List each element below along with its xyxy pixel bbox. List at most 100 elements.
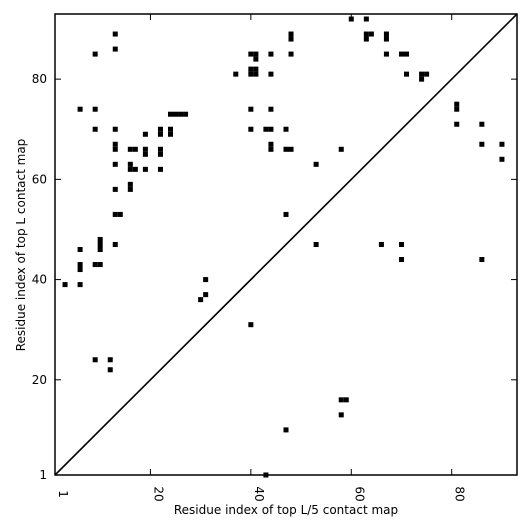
contact-point (283, 427, 289, 433)
contact-point (283, 126, 289, 132)
contact-point (142, 131, 148, 137)
contact-point (288, 51, 294, 57)
contact-point (127, 146, 133, 152)
contact-point (398, 241, 405, 248)
x-tick-label: 40 (252, 486, 266, 501)
contact-point (112, 31, 118, 37)
contact-point (288, 146, 294, 152)
contact-point (157, 166, 163, 172)
contact-point (253, 51, 259, 57)
contact-point (107, 367, 113, 373)
contact-point (313, 241, 319, 248)
contact-point (268, 71, 274, 77)
plot-frame (54, 13, 518, 476)
contact-point (248, 322, 254, 328)
contact-point (142, 166, 148, 172)
y-tick-label: 80 (32, 72, 47, 86)
y-tick-label: 40 (32, 273, 47, 287)
contact-point (499, 156, 505, 162)
contact-point (107, 357, 113, 363)
contact-point (248, 71, 254, 77)
contact-point (398, 257, 405, 263)
contact-point (77, 267, 83, 273)
contact-point (178, 111, 184, 117)
contact-point (167, 111, 174, 117)
contact-point (92, 357, 98, 363)
contact-point (454, 101, 460, 107)
contact-point (97, 241, 103, 248)
contact-point (132, 166, 138, 172)
contact-point (454, 121, 460, 127)
contact-point (288, 36, 294, 42)
contact-point (77, 282, 83, 288)
contact-point (383, 31, 389, 37)
contact-point (368, 31, 374, 37)
contact-point (157, 131, 163, 137)
contact-point (404, 71, 410, 77)
contact-point (248, 51, 254, 57)
contact-point (77, 262, 83, 268)
contact-point (112, 161, 118, 167)
contact-point (248, 66, 254, 72)
contact-point (77, 247, 83, 253)
contact-point (363, 36, 369, 42)
contact-point (132, 146, 138, 152)
contact-point (363, 16, 369, 22)
contact-point (253, 56, 259, 62)
contact-point (253, 66, 259, 72)
contact-point (112, 46, 118, 52)
contact-point (248, 106, 254, 112)
contact-point (383, 36, 389, 42)
contact-point (479, 257, 485, 263)
x-tick-label: 80 (453, 486, 467, 501)
x-axis-label: Residue index of top L/5 contact map (174, 503, 398, 517)
contact-point (167, 126, 174, 132)
contact-point (283, 146, 289, 152)
contact-point (419, 71, 425, 77)
contact-point (112, 241, 118, 248)
contact-point (338, 397, 344, 403)
contact-point (157, 151, 163, 157)
contact-point (263, 126, 269, 132)
contact-point (268, 141, 274, 147)
contact-point (363, 31, 369, 37)
contact-points (62, 16, 505, 478)
contact-point (173, 111, 179, 117)
contact-point (248, 126, 254, 132)
contact-point (167, 131, 174, 137)
contact-point (378, 241, 384, 248)
contact-point (127, 161, 133, 167)
contact-point (92, 126, 98, 132)
contact-point (419, 76, 425, 82)
contact-point (398, 51, 405, 57)
contact-point (92, 51, 98, 57)
contact-point (404, 51, 410, 57)
y-axis-label: Residue index of top L contact map (14, 139, 28, 352)
contact-point (183, 111, 189, 117)
contact-point (77, 106, 83, 112)
contact-point (288, 31, 294, 37)
contact-point (203, 277, 209, 283)
contact-point (338, 146, 344, 152)
contact-point (117, 211, 123, 217)
contact-point (268, 106, 274, 112)
contact-point (338, 412, 344, 418)
contact-point (454, 106, 460, 112)
contact-point (383, 51, 389, 57)
contact-point (112, 146, 118, 152)
contact-point (127, 186, 133, 192)
contact-point (253, 71, 259, 77)
contact-point (97, 247, 103, 253)
contact-point (479, 121, 485, 127)
y-tick-label: 20 (32, 373, 47, 387)
contact-point (424, 71, 430, 77)
contact-point (62, 282, 68, 288)
contact-point (142, 151, 148, 157)
contact-point (112, 126, 118, 132)
contact-point (127, 181, 133, 187)
contact-point (112, 186, 118, 192)
contact-point (142, 146, 148, 152)
contact-point (112, 141, 118, 147)
contact-point (233, 71, 239, 77)
